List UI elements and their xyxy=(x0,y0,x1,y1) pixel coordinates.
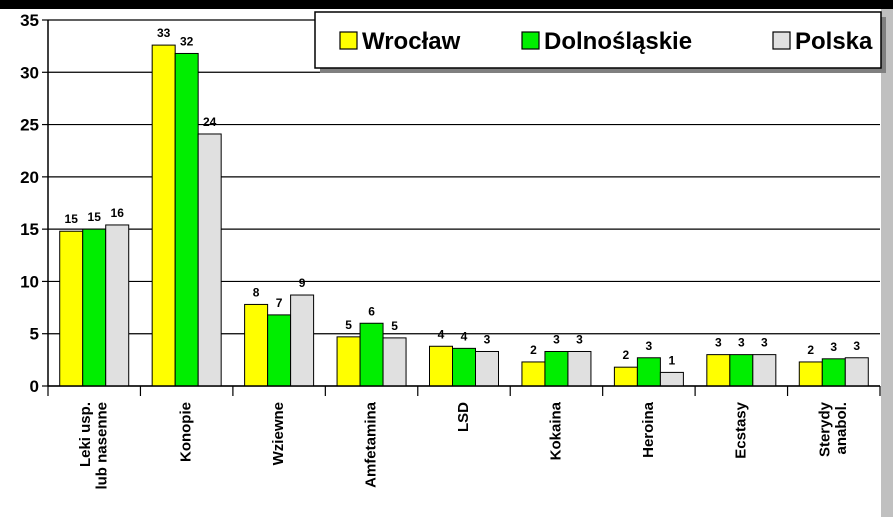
bar xyxy=(475,350,499,387)
x-tick-label: Ecstasy xyxy=(732,401,749,458)
legend-label: Dolnośląskie xyxy=(544,28,692,55)
bar xyxy=(821,358,846,387)
bar xyxy=(267,314,292,387)
value-label: 5 xyxy=(391,319,398,333)
top-strip xyxy=(0,0,893,9)
bar xyxy=(636,357,661,387)
x-tick-label: Kokaina xyxy=(547,401,564,460)
bar xyxy=(752,354,777,387)
bar xyxy=(197,133,222,387)
value-label: 3 xyxy=(761,336,768,350)
bar xyxy=(567,350,592,387)
bar xyxy=(706,354,731,387)
value-label: 4 xyxy=(438,327,445,341)
legend-label: Polska xyxy=(795,28,873,55)
value-label: 3 xyxy=(830,340,837,354)
value-label: 5 xyxy=(345,318,352,332)
value-label: 3 xyxy=(484,332,491,346)
bar xyxy=(544,350,569,387)
value-label: 3 xyxy=(715,336,722,350)
bar xyxy=(659,371,684,387)
value-label: 16 xyxy=(111,206,125,220)
value-label: 3 xyxy=(576,332,583,346)
value-label: 1 xyxy=(669,353,676,367)
bar xyxy=(105,224,130,387)
legend-label: Wrocław xyxy=(362,28,461,55)
bar xyxy=(82,228,107,387)
bar xyxy=(452,347,476,387)
value-label: 3 xyxy=(553,332,560,346)
bar xyxy=(290,294,315,387)
y-tick-label: 20 xyxy=(20,168,39,187)
x-tick-label: LSD xyxy=(455,402,472,432)
bar xyxy=(382,337,407,387)
value-label: 7 xyxy=(276,296,283,310)
bar xyxy=(244,303,269,387)
bar xyxy=(59,230,84,387)
y-tick-label: 25 xyxy=(20,116,39,135)
y-tick-label: 35 xyxy=(20,11,39,30)
value-label: 2 xyxy=(530,343,537,357)
bar xyxy=(798,361,823,387)
value-label: 2 xyxy=(807,343,814,357)
value-label: 15 xyxy=(88,210,102,224)
value-label: 3 xyxy=(646,339,653,353)
y-tick-label: 10 xyxy=(20,272,39,291)
bar xyxy=(429,345,453,387)
bar xyxy=(521,361,546,387)
value-label: 4 xyxy=(461,329,468,343)
legend-swatch xyxy=(772,31,791,50)
value-label: 24 xyxy=(203,115,217,129)
right-strip xyxy=(881,9,893,517)
legend-swatch xyxy=(339,31,358,50)
y-tick-label: 30 xyxy=(20,63,39,82)
y-tick-label: 15 xyxy=(20,220,39,239)
x-tick-label: Leki usp.lub nasenne xyxy=(77,402,111,490)
x-tick-label: Heroina xyxy=(640,401,657,458)
bar xyxy=(336,336,361,387)
bar xyxy=(174,52,199,387)
x-tick-label: Sterydyanabol. xyxy=(816,401,850,457)
bar xyxy=(729,354,754,387)
bar xyxy=(844,357,869,387)
x-tick-label: Konopie xyxy=(178,402,195,462)
legend-swatch xyxy=(521,31,540,50)
x-tick-label: Wziewne xyxy=(270,402,287,465)
value-label: 3 xyxy=(738,336,745,350)
bar xyxy=(613,366,638,387)
value-label: 2 xyxy=(623,348,630,362)
value-label: 8 xyxy=(253,285,260,299)
value-label: 9 xyxy=(299,276,306,290)
value-label: 3 xyxy=(853,339,860,353)
bar xyxy=(151,44,176,387)
value-label: 32 xyxy=(180,34,194,48)
y-tick-label: 0 xyxy=(30,377,39,396)
value-label: 15 xyxy=(65,212,79,226)
x-tick-label: Amfetamina xyxy=(363,401,380,488)
value-label: 6 xyxy=(368,304,375,318)
bar xyxy=(359,322,384,387)
value-label: 33 xyxy=(157,26,171,40)
y-tick-label: 5 xyxy=(30,325,39,344)
